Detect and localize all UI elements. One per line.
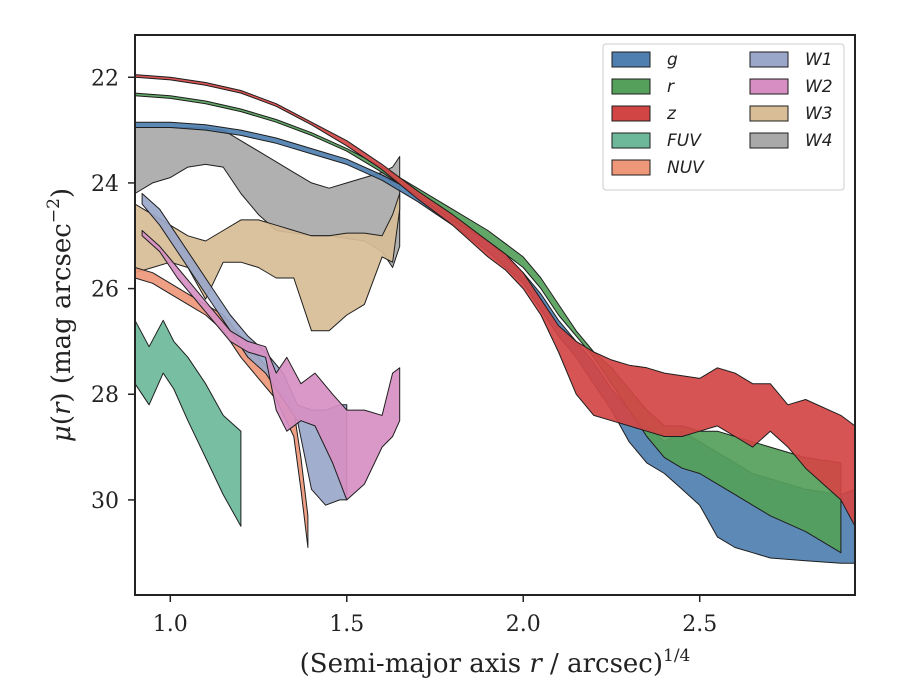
y-tick-label: 28 [91, 383, 119, 408]
plot-frame [134, 34, 856, 596]
x-axis-ticks: 1.0 1.5 2.0 2.5 [153, 595, 717, 637]
legend-swatch-nuv [611, 159, 651, 176]
legend-label-z: z [666, 104, 677, 124]
y-tick-label: 26 [91, 278, 119, 303]
legend-swatch-w2 [749, 78, 789, 95]
legend-swatch-z [611, 105, 651, 122]
legend-label-w1: W1 [805, 50, 833, 70]
x-tick-label: 2.0 [506, 612, 541, 637]
x-axis-title: (Semi-major axis r / arcsec)1/4 [300, 646, 691, 679]
legend-label-g: g [667, 50, 678, 70]
legend-swatch-fuv [611, 132, 651, 149]
legend-swatch-r [611, 78, 651, 95]
legend-swatch-w4 [749, 132, 789, 149]
y-tick-label: 22 [91, 66, 119, 91]
x-tick-label: 2.5 [682, 612, 717, 637]
series-band-fuv [134, 319, 242, 527]
legend: grz FUV NUV W1 W2 W3 W4 [602, 43, 845, 191]
series-layer [134, 74, 856, 564]
legend-swatch-w3 [749, 105, 789, 122]
y-tick-label: 24 [91, 172, 119, 197]
y-axis-title: μ(r) (mag arcsec−2) [44, 188, 77, 442]
legend-swatch-g [611, 51, 651, 68]
series-band-w4 [134, 127, 401, 268]
series-band-w3 [134, 193, 401, 332]
legend-label-nuv: NUV [667, 158, 705, 178]
y-axis-ticks: 22 24 26 28 30 [91, 66, 135, 514]
legend-label-w4: W4 [805, 131, 833, 151]
legend-label-r: r [667, 77, 675, 97]
legend-swatch-w1 [749, 51, 789, 68]
x-tick-label: 1.5 [329, 612, 364, 637]
y-tick-label: 30 [91, 489, 119, 514]
legend-label-fuv: FUV [667, 131, 702, 151]
series-band-w2 [141, 230, 401, 501]
x-tick-label: 1.0 [153, 612, 188, 637]
legend-label-w2: W2 [805, 77, 833, 97]
legend-label-w3: W3 [805, 104, 833, 124]
